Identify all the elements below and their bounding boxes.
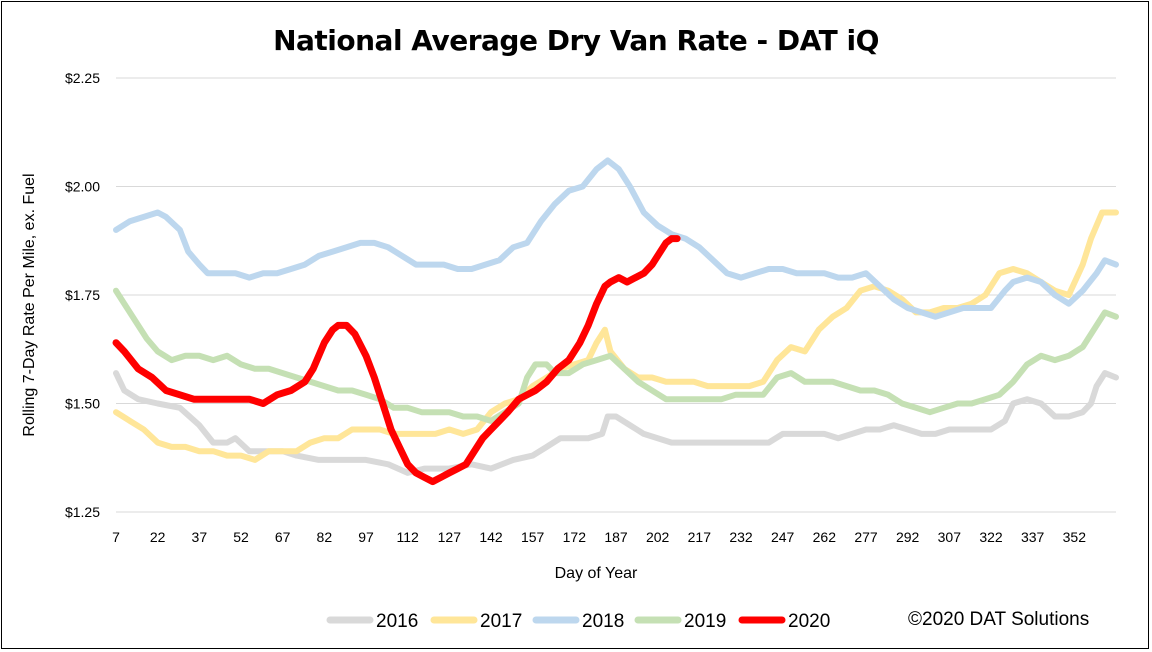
x-tick-label: 337 bbox=[1021, 529, 1045, 545]
x-tick-label: 217 bbox=[688, 529, 712, 545]
x-tick-label: 322 bbox=[979, 529, 1003, 545]
legend: 2016 2017 2018 2019 2020 bbox=[326, 611, 830, 632]
x-tick-label: 292 bbox=[896, 529, 920, 545]
x-tick-label: 52 bbox=[233, 529, 249, 545]
x-tick-label: 82 bbox=[317, 529, 333, 545]
x-tick-label: 112 bbox=[397, 529, 420, 545]
x-tick-label: 97 bbox=[358, 529, 374, 545]
x-tick-labels: 7 22 37 52 67 82 97 112 127 142 157 172 187 202 217 232… bbox=[112, 529, 1086, 545]
series-line-2016 bbox=[113, 370, 1119, 476]
x-axis-label: Day of Year bbox=[554, 565, 638, 582]
series-lines bbox=[112, 157, 1119, 486]
legend-label-2016: 2016 bbox=[376, 611, 418, 632]
legend-label-2020: 2020 bbox=[788, 611, 830, 632]
legend-label-2017: 2017 bbox=[480, 611, 522, 632]
y-tick-label: $2.25 bbox=[65, 70, 100, 86]
copyright-note: ©2020 DAT Solutions bbox=[908, 609, 1090, 630]
series-line-2017 bbox=[113, 209, 1119, 463]
x-tick-label: 187 bbox=[604, 529, 628, 545]
x-tick-label: 7 bbox=[112, 529, 120, 545]
y-tick-labels: $1.25 $1.50 $1.75 $2.00 $2.25 bbox=[65, 70, 100, 520]
y-tick-label: $1.25 bbox=[65, 504, 100, 520]
chart-title: National Average Dry Van Rate - DAT iQ bbox=[273, 24, 879, 57]
series-line-2020 bbox=[112, 235, 681, 486]
x-tick-label: 157 bbox=[521, 529, 545, 545]
x-tick-label: 172 bbox=[563, 529, 587, 545]
x-tick-label: 127 bbox=[438, 529, 462, 545]
x-tick-label: 37 bbox=[192, 529, 208, 545]
x-tick-label: 262 bbox=[813, 529, 837, 545]
y-tick-label: $1.75 bbox=[65, 287, 100, 303]
x-tick-label: 352 bbox=[1063, 529, 1087, 545]
x-tick-label: 232 bbox=[729, 529, 753, 545]
y-tick-label: $1.50 bbox=[65, 396, 100, 412]
x-tick-label: 277 bbox=[854, 529, 878, 545]
x-tick-label: 142 bbox=[479, 529, 503, 545]
y-tick-label: $2.00 bbox=[65, 179, 100, 195]
x-tick-label: 22 bbox=[150, 529, 166, 545]
legend-label-2019: 2019 bbox=[684, 611, 726, 632]
gridlines bbox=[116, 77, 1116, 513]
series-line-2019 bbox=[113, 287, 1119, 424]
x-tick-label: 307 bbox=[938, 529, 962, 545]
series-line-2018 bbox=[113, 157, 1119, 320]
x-tick-label: 202 bbox=[646, 529, 670, 545]
x-tick-label: 247 bbox=[771, 529, 795, 545]
x-tick-label: 67 bbox=[275, 529, 291, 545]
legend-label-2018: 2018 bbox=[582, 611, 624, 632]
